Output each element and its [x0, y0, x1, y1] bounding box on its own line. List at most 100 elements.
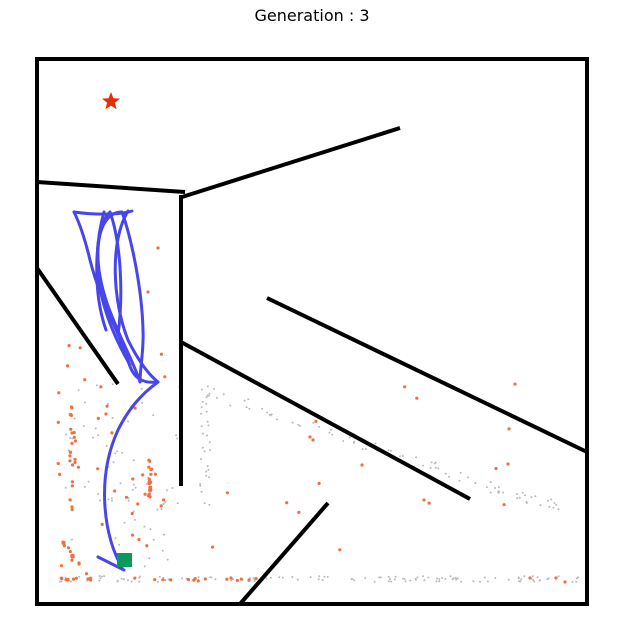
- explored-point: [388, 578, 391, 581]
- highlight-point: [68, 498, 72, 502]
- explored-point: [436, 577, 439, 580]
- explored-point: [364, 448, 367, 450]
- explored-point: [296, 578, 299, 581]
- explored-point: [105, 445, 108, 447]
- wall-segment: [266, 296, 588, 454]
- explored-point: [114, 452, 117, 455]
- highlight-point: [68, 459, 72, 463]
- explored-point: [230, 579, 233, 582]
- explored-point: [422, 464, 424, 467]
- explored-point: [401, 455, 404, 457]
- explored-point: [423, 579, 426, 582]
- explored-point: [331, 433, 334, 436]
- explored-point: [479, 580, 481, 583]
- explored-point: [119, 482, 122, 485]
- explored-point: [342, 440, 345, 442]
- highlight-point: [69, 412, 73, 416]
- explored-point: [518, 496, 521, 499]
- explored-point: [497, 486, 500, 489]
- highlight-point: [141, 473, 145, 477]
- explored-point: [158, 575, 161, 578]
- highlight-point: [229, 576, 233, 580]
- highlight-point: [162, 498, 166, 502]
- explored-point: [299, 424, 301, 427]
- explored-point: [427, 576, 430, 579]
- explored-point: [364, 577, 367, 580]
- explored-point: [539, 504, 542, 507]
- highlight-point: [74, 576, 78, 580]
- explored-point: [571, 581, 574, 583]
- highlight-point: [77, 562, 81, 566]
- highlight-point: [147, 477, 151, 481]
- explored-point: [520, 578, 523, 581]
- explored-point: [205, 396, 208, 399]
- explored-point: [248, 407, 251, 410]
- explored-point: [550, 498, 553, 501]
- explored-point: [557, 508, 560, 511]
- explored-point: [352, 579, 355, 582]
- highlight-point: [56, 420, 60, 424]
- explored-point: [107, 498, 110, 501]
- explored-point: [402, 577, 404, 580]
- explored-point: [70, 538, 73, 541]
- highlight-point: [68, 550, 72, 554]
- explored-point: [164, 501, 166, 504]
- highlight-point: [554, 576, 558, 580]
- highlight-point: [66, 546, 71, 550]
- explored-point: [483, 576, 486, 579]
- explored-point: [200, 425, 203, 428]
- highlight-point: [148, 488, 152, 492]
- highlight-point: [133, 406, 137, 410]
- explored-point: [176, 437, 179, 440]
- explored-point: [97, 493, 99, 495]
- explored-point: [87, 480, 90, 483]
- explored-point: [127, 579, 129, 582]
- highlight-point: [60, 577, 64, 581]
- explored-point: [352, 441, 355, 444]
- explored-point: [438, 580, 441, 583]
- explored-point: [435, 580, 438, 583]
- highlight-point: [72, 435, 76, 439]
- explored-point: [516, 493, 518, 495]
- explored-point: [98, 579, 101, 582]
- outer-wall: [35, 57, 589, 606]
- highlight-point: [161, 578, 165, 582]
- explored-point: [171, 487, 174, 489]
- highlight-point: [61, 540, 65, 544]
- highlight-point: [225, 577, 229, 581]
- goal-star-icon: [102, 92, 120, 110]
- highlight-point: [66, 577, 70, 581]
- explored-point: [206, 385, 209, 388]
- explored-point: [265, 577, 268, 580]
- highlight-point: [159, 504, 163, 508]
- explored-point: [208, 503, 211, 506]
- explored-point: [373, 580, 376, 583]
- explored-point: [247, 398, 250, 401]
- highlight-point: [131, 477, 135, 481]
- explored-point: [127, 420, 129, 423]
- explored-point: [214, 578, 217, 581]
- explored-point: [199, 484, 202, 487]
- highlight-point: [73, 460, 77, 464]
- explored-point: [82, 425, 85, 427]
- highlight-point: [225, 491, 229, 495]
- explored-point: [132, 483, 135, 486]
- explored-point: [200, 388, 203, 391]
- highlight-point: [513, 382, 517, 386]
- highlight-point: [84, 572, 89, 576]
- explored-point: [112, 461, 115, 464]
- explored-point: [507, 578, 510, 581]
- highlight-point: [96, 467, 100, 471]
- explored-point: [201, 400, 204, 403]
- explored-point: [206, 434, 208, 437]
- explored-point: [553, 502, 556, 504]
- highlight-point: [203, 577, 207, 581]
- explored-point: [143, 525, 146, 528]
- highlight-point: [159, 352, 163, 356]
- explored-point: [387, 580, 390, 583]
- explored-point: [489, 481, 492, 484]
- explored-point: [275, 418, 278, 421]
- highlight-point: [506, 462, 510, 466]
- explored-point: [415, 456, 418, 459]
- highlight-point: [148, 459, 152, 463]
